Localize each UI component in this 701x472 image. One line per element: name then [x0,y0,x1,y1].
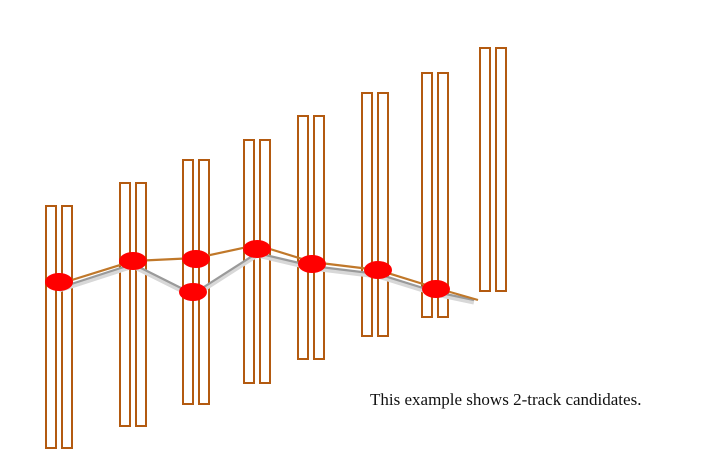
hit-marker [243,240,271,258]
hit-marker [182,250,210,268]
layer-strip [61,205,73,449]
caption: This example shows 2-track candidates. [370,390,642,409]
detector-layer [297,115,325,360]
layer-strip [119,182,131,427]
layer-strip [377,92,389,337]
layer-strip [198,159,210,405]
detector-layer [45,205,73,449]
layer-strip [479,47,491,292]
layer-strip [297,115,309,360]
layer-strip [361,92,373,337]
hit-marker [298,255,326,273]
detector-layer [361,92,389,337]
layer-strip [495,47,507,292]
hit-marker [119,252,147,270]
hits [45,240,450,301]
layer-strip [437,72,449,318]
detector-layer [479,47,507,292]
detector-layers [45,47,507,449]
detector-layer [421,72,449,318]
layer-strip [421,72,433,318]
layer-strip [135,182,147,427]
layer-strip [182,159,194,405]
hit-marker [45,273,73,291]
detector-layer [119,182,147,427]
hit-marker [364,261,392,279]
hit-marker [179,283,207,301]
layer-strip [313,115,325,360]
layer-strip [259,139,271,384]
detector-layer [182,159,210,405]
hit-marker [422,280,450,298]
layer-strip [45,205,57,449]
